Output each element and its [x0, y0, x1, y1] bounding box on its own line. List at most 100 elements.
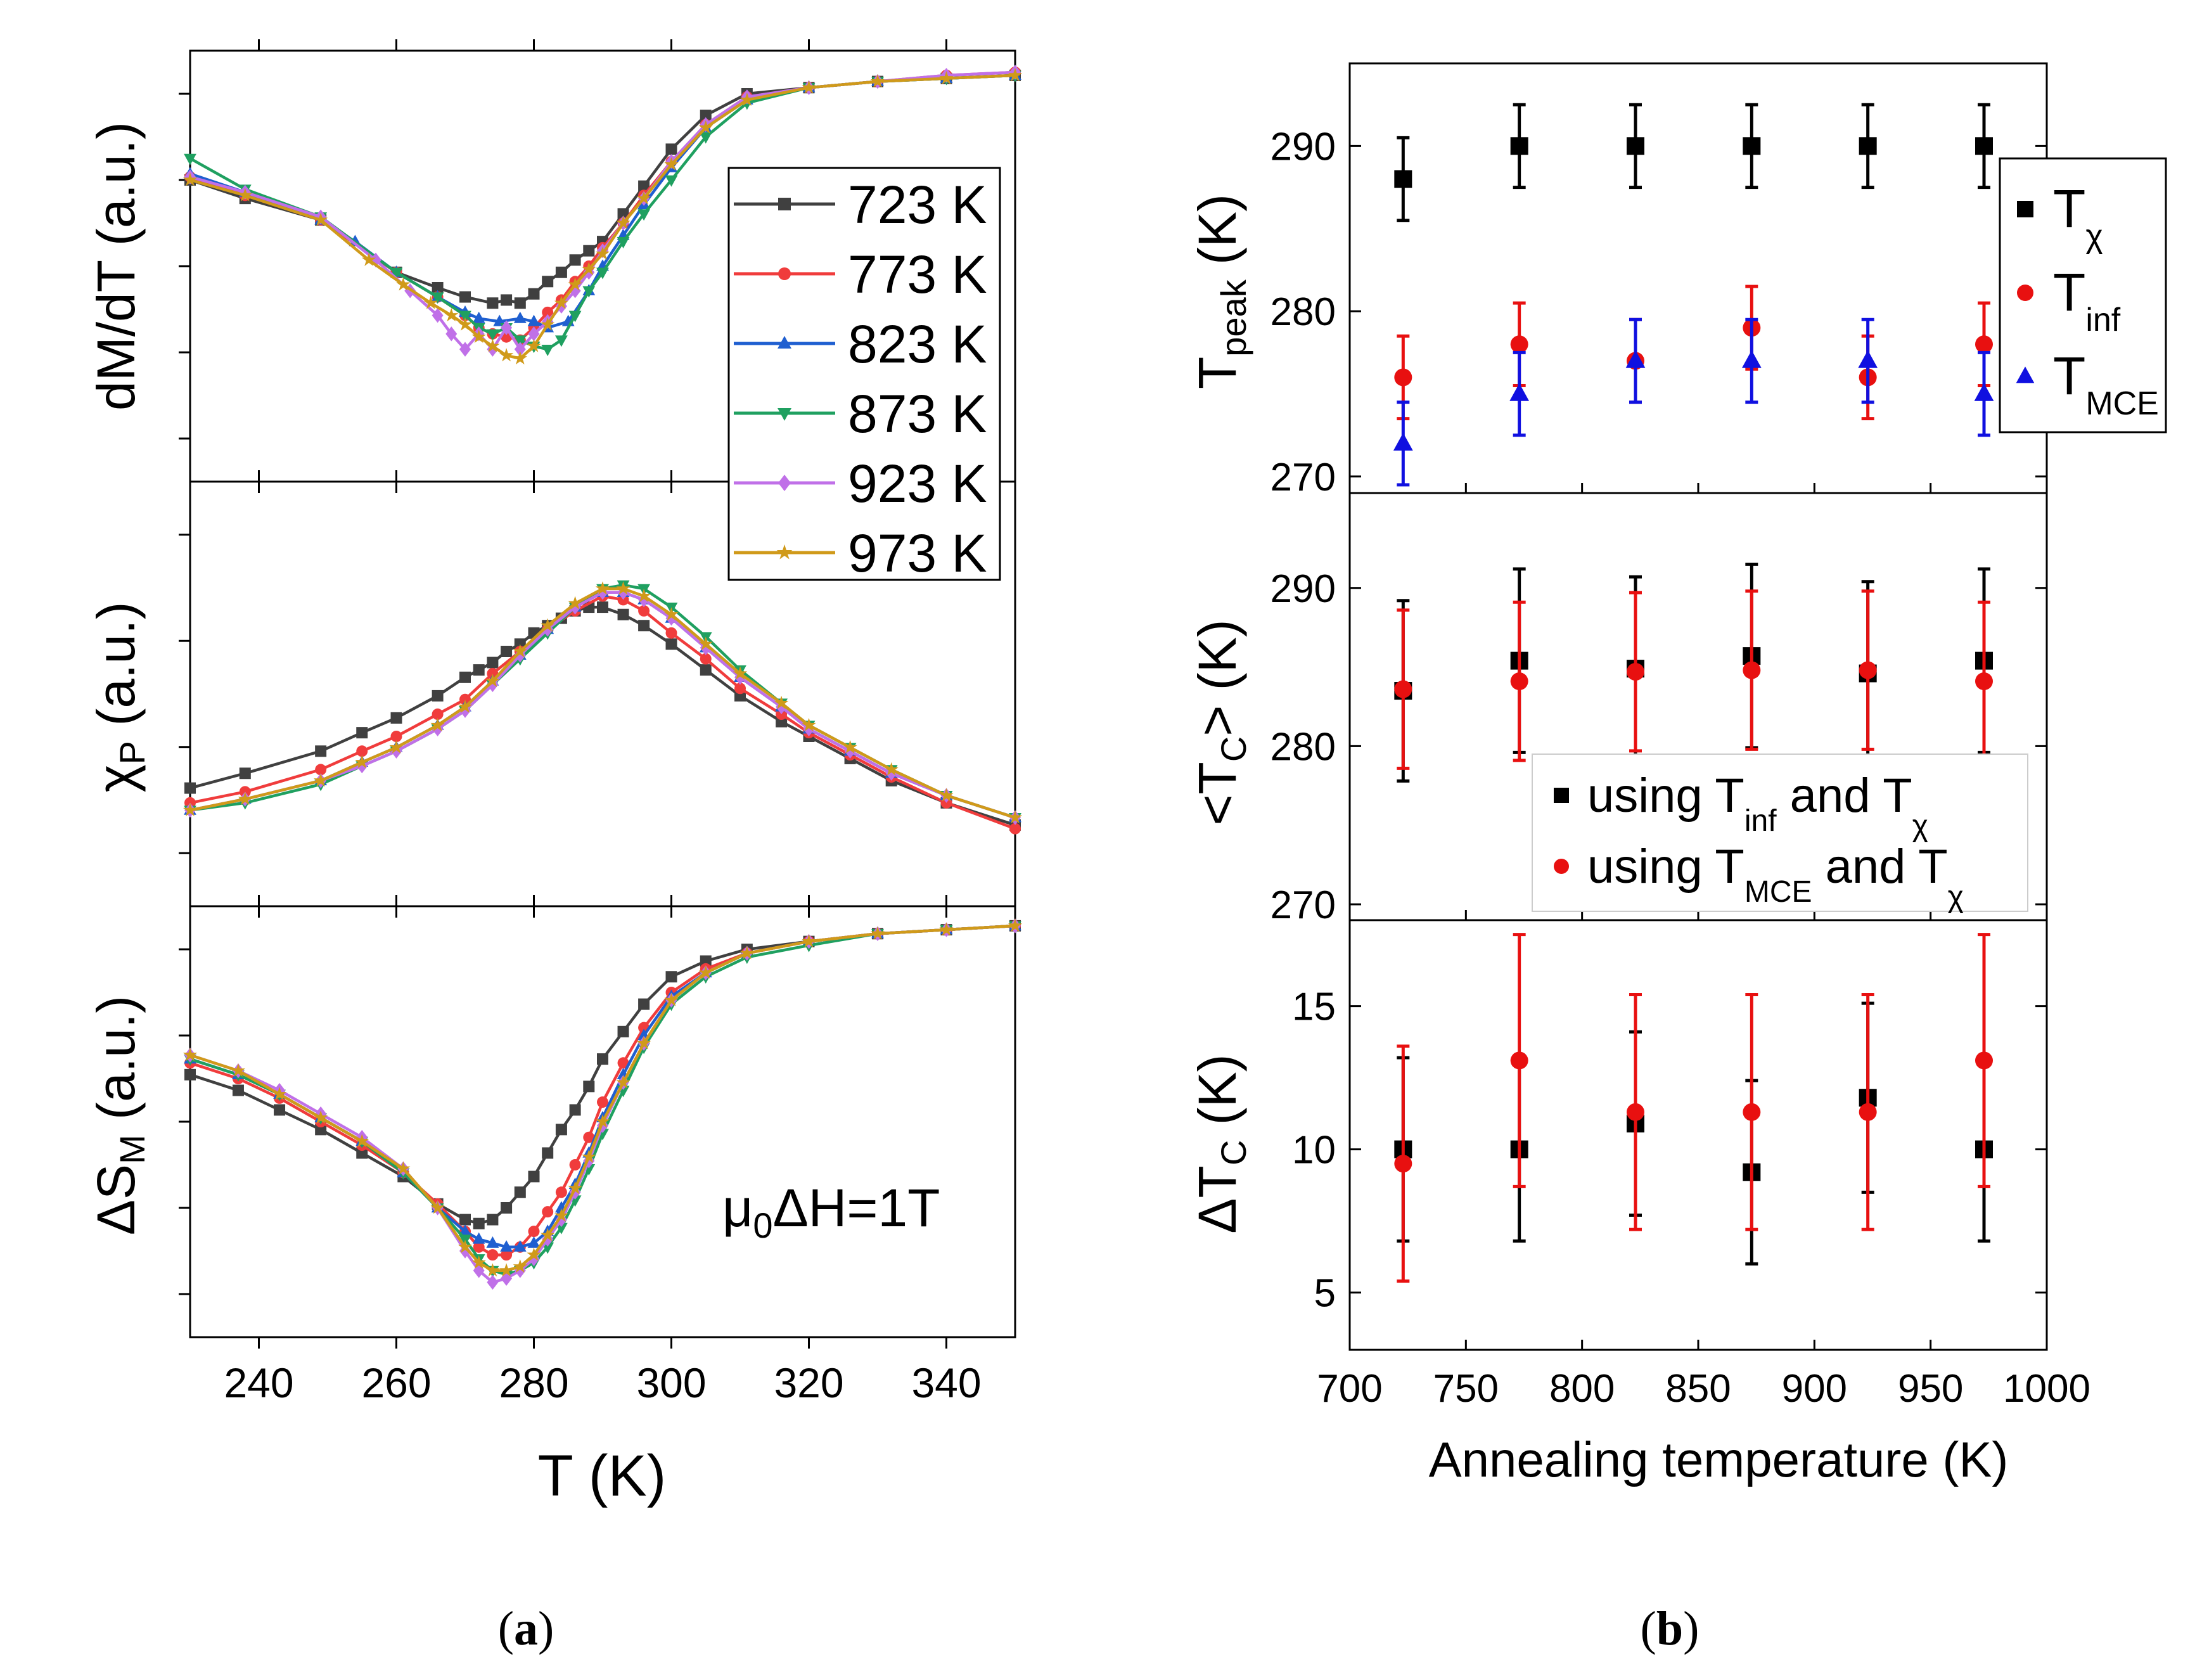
- a-data-point: [1008, 810, 1023, 824]
- a-data-point: [616, 1075, 631, 1089]
- a-data-point: [471, 1255, 486, 1269]
- a-data-point: [527, 338, 541, 352]
- a-data-point: [514, 342, 526, 357]
- a-data-point: [568, 1181, 582, 1195]
- a-data-point: [665, 175, 678, 187]
- a-ylabel-dsm: ΔSM (a.u.): [86, 996, 152, 1235]
- b-data-point: [1627, 137, 1644, 155]
- a-data-point: [733, 666, 748, 680]
- a-data-point: [699, 132, 712, 144]
- a-data-point: [569, 1104, 581, 1116]
- a-data-point: [665, 971, 677, 983]
- a-data-point: [458, 1240, 473, 1254]
- a-xtick-label: 260: [361, 1359, 431, 1406]
- a-data-point: [638, 998, 650, 1010]
- a-annotation-field: μ0ΔH=1T: [722, 1178, 940, 1245]
- a-data-point: [617, 208, 629, 220]
- a-data-point: [939, 71, 954, 85]
- a-data-point: [664, 992, 679, 1006]
- b-data-point: [1510, 335, 1528, 354]
- a-legend-label: 723 K: [848, 175, 987, 234]
- a-data-point: [472, 311, 485, 323]
- a-data-point: [698, 636, 713, 650]
- a-data-point: [272, 1087, 287, 1101]
- b-data-point: [1743, 661, 1761, 679]
- a-data-point: [700, 653, 712, 665]
- b-data-point: [1859, 661, 1877, 679]
- a-legend-marker: [778, 408, 791, 421]
- a-data-point: [698, 120, 713, 134]
- a-data-point: [485, 338, 500, 352]
- a-data-point: [617, 608, 629, 620]
- a-data-point: [528, 1170, 540, 1183]
- b-legend-mid-box: [1532, 753, 2028, 912]
- a-data-point: [802, 80, 816, 94]
- a-data-point: [638, 620, 650, 632]
- b-data-point: [1394, 1155, 1412, 1173]
- a-data-point: [459, 1214, 471, 1226]
- a-data-point: [432, 689, 444, 702]
- a-data-point: [582, 286, 596, 298]
- b-data-point: [1393, 432, 1413, 451]
- a-legend-label: 773 K: [848, 245, 987, 304]
- b-ytick-label: 10: [1292, 1129, 1336, 1172]
- a-data-point: [471, 330, 486, 343]
- b-ytick-label: 290: [1271, 567, 1336, 611]
- a-data-point: [616, 215, 631, 229]
- a-data-point: [595, 581, 610, 595]
- a-xlabel: T (K): [538, 1444, 667, 1508]
- a-data-point: [884, 762, 899, 776]
- a-legend: 723 K 773 K 823 K 873 K 923 K 973 K: [727, 167, 1001, 583]
- b-xtick-label: 1000: [2003, 1367, 2090, 1411]
- b-data-point: [1975, 1051, 1993, 1070]
- a-data-point: [459, 342, 471, 357]
- a-data-point: [541, 344, 554, 356]
- a-data-point: [396, 277, 411, 291]
- a-data-point: [486, 1236, 499, 1248]
- a-data-point: [595, 246, 610, 260]
- a-data-point: [444, 308, 459, 322]
- a-data-point: [843, 740, 857, 753]
- a-data-point: [583, 245, 595, 257]
- a-data-point: [431, 292, 444, 304]
- b-xtick-label: 700: [1317, 1367, 1382, 1411]
- a-data-point: [569, 254, 581, 266]
- b-legend-marker: [2016, 366, 2035, 383]
- a-data-point: [569, 600, 581, 615]
- a-data-point: [568, 596, 582, 610]
- a-data-point: [459, 703, 471, 718]
- b-data-point: [1627, 663, 1644, 681]
- a-subplot-1: [179, 470, 1023, 918]
- a-data-point: [739, 946, 754, 959]
- a-data-point: [583, 1131, 595, 1143]
- a-data-point: [583, 1080, 595, 1093]
- a-data-point: [939, 788, 954, 802]
- a-xtick-label: 240: [224, 1359, 293, 1406]
- a-data-point: [314, 773, 328, 787]
- a-data-point: [487, 677, 499, 693]
- a-data-point: [500, 1240, 513, 1252]
- b-series-Tinf: [1394, 933, 1993, 1283]
- a-data-point: [665, 143, 677, 155]
- b-subplot-2: 5 10 15: [1292, 919, 2048, 1351]
- a-data-point: [636, 191, 651, 205]
- a-data-point: [487, 1249, 499, 1261]
- b-xlabel: Annealing temperature (K): [1429, 1432, 2009, 1487]
- b-data-point: [1974, 383, 1994, 401]
- b-series-Tinf: [1394, 589, 1993, 770]
- a-data-point: [1008, 918, 1023, 932]
- b-data-point: [1394, 368, 1412, 387]
- a-data-point: [568, 311, 582, 323]
- b-xtick-label: 950: [1898, 1367, 1963, 1411]
- a-data-point: [432, 282, 444, 293]
- a-data-point: [238, 188, 252, 202]
- a-data-point: [665, 610, 677, 626]
- a-data-point: [501, 646, 513, 657]
- a-data-point: [776, 699, 788, 715]
- b-ytick-label: 280: [1271, 290, 1336, 334]
- a-data-point: [555, 1124, 567, 1136]
- a-data-point: [514, 297, 526, 309]
- a-data-point: [514, 1186, 526, 1198]
